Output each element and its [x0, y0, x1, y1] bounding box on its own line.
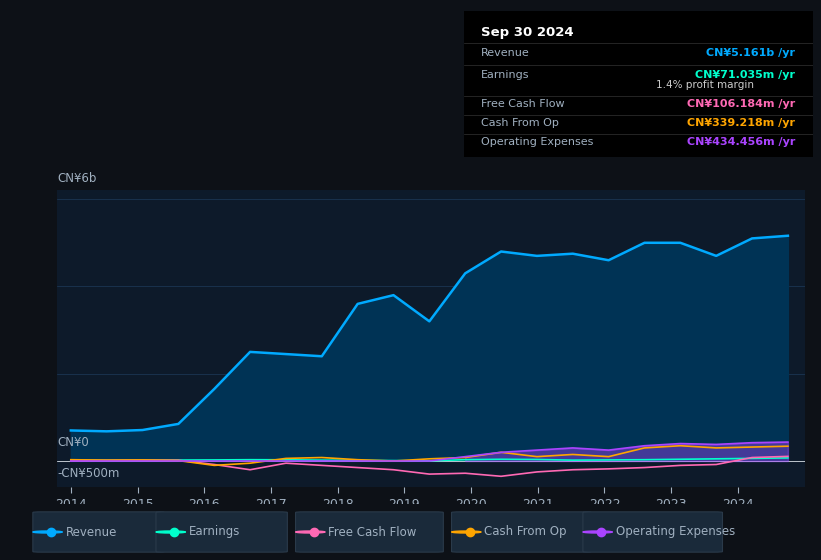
Circle shape	[583, 531, 612, 533]
Text: Earnings: Earnings	[189, 525, 241, 539]
Circle shape	[33, 531, 62, 533]
Circle shape	[156, 531, 186, 533]
FancyBboxPatch shape	[156, 512, 287, 552]
Circle shape	[452, 531, 481, 533]
Text: Cash From Op: Cash From Op	[481, 118, 559, 128]
Circle shape	[296, 531, 325, 533]
Text: 1.4% profit margin: 1.4% profit margin	[656, 81, 754, 91]
Text: Revenue: Revenue	[481, 48, 530, 58]
Text: CN¥339.218m /yr: CN¥339.218m /yr	[687, 118, 796, 128]
Text: Operating Expenses: Operating Expenses	[616, 525, 735, 539]
Text: Revenue: Revenue	[66, 525, 117, 539]
Text: Free Cash Flow: Free Cash Flow	[328, 525, 417, 539]
FancyBboxPatch shape	[33, 512, 164, 552]
FancyBboxPatch shape	[583, 512, 722, 552]
Text: Sep 30 2024: Sep 30 2024	[481, 26, 574, 39]
Text: CN¥106.184m /yr: CN¥106.184m /yr	[687, 99, 796, 109]
Text: Earnings: Earnings	[481, 70, 530, 80]
Text: Free Cash Flow: Free Cash Flow	[481, 99, 565, 109]
Text: CN¥71.035m /yr: CN¥71.035m /yr	[695, 70, 796, 80]
Text: CN¥434.456m /yr: CN¥434.456m /yr	[687, 137, 796, 147]
FancyBboxPatch shape	[296, 512, 443, 552]
Text: CN¥0: CN¥0	[57, 436, 89, 449]
Text: -CN¥500m: -CN¥500m	[57, 466, 120, 480]
Text: Cash From Op: Cash From Op	[484, 525, 566, 539]
FancyBboxPatch shape	[452, 512, 591, 552]
Text: Operating Expenses: Operating Expenses	[481, 137, 594, 147]
Text: CN¥5.161b /yr: CN¥5.161b /yr	[706, 48, 796, 58]
Text: CN¥6b: CN¥6b	[57, 172, 97, 185]
